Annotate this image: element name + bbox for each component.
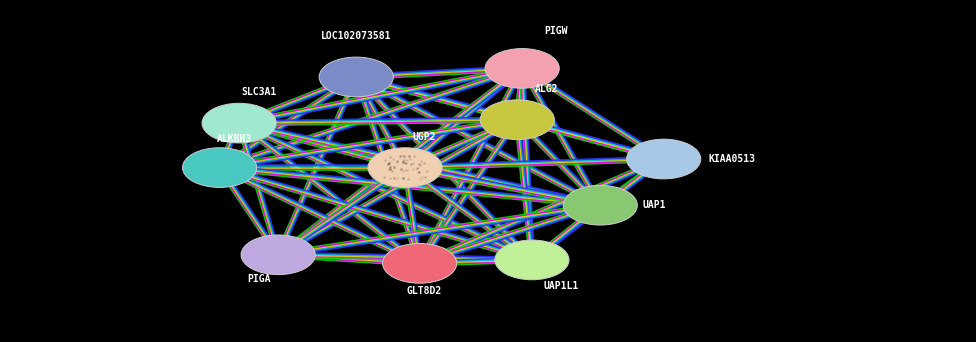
Ellipse shape xyxy=(485,49,559,88)
Text: PIGA: PIGA xyxy=(247,274,270,284)
Text: UAP1: UAP1 xyxy=(642,200,666,210)
Text: ALG2: ALG2 xyxy=(535,84,558,94)
Ellipse shape xyxy=(368,148,442,187)
Text: GLT8D2: GLT8D2 xyxy=(407,286,442,296)
Ellipse shape xyxy=(383,244,457,283)
Text: ALKBH3: ALKBH3 xyxy=(217,133,252,144)
Ellipse shape xyxy=(202,103,276,143)
Ellipse shape xyxy=(319,57,393,97)
Ellipse shape xyxy=(241,235,315,275)
Ellipse shape xyxy=(495,240,569,280)
Ellipse shape xyxy=(563,185,637,225)
Text: UAP1L1: UAP1L1 xyxy=(544,280,579,291)
Text: KIAA0513: KIAA0513 xyxy=(709,154,755,164)
Text: SLC3A1: SLC3A1 xyxy=(241,87,276,97)
Text: PIGW: PIGW xyxy=(545,26,568,36)
Ellipse shape xyxy=(480,100,554,140)
Ellipse shape xyxy=(183,148,257,187)
Text: UGP2: UGP2 xyxy=(413,132,436,142)
Text: LOC102073581: LOC102073581 xyxy=(321,31,391,41)
Ellipse shape xyxy=(627,139,701,179)
